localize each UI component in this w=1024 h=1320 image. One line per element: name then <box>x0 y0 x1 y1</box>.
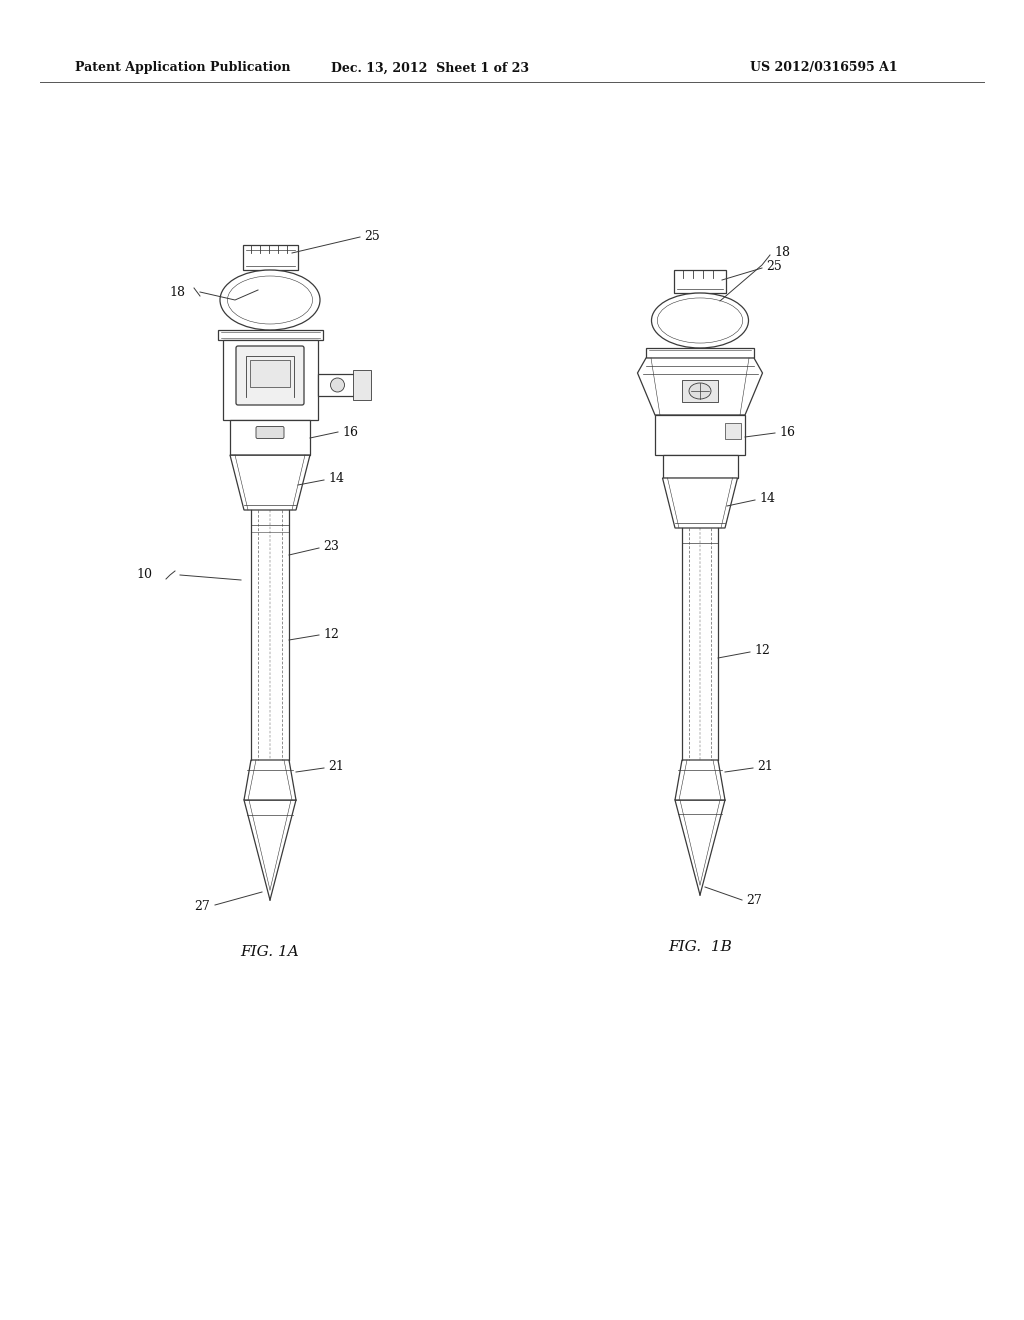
Text: 10: 10 <box>136 569 152 582</box>
Polygon shape <box>638 358 763 414</box>
Bar <box>674 271 726 293</box>
Text: 16: 16 <box>342 425 358 438</box>
Text: 27: 27 <box>746 895 762 908</box>
Ellipse shape <box>220 271 319 330</box>
Bar <box>243 246 298 271</box>
Text: Dec. 13, 2012  Sheet 1 of 23: Dec. 13, 2012 Sheet 1 of 23 <box>331 62 529 74</box>
Bar <box>655 414 745 455</box>
Text: 23: 23 <box>323 540 339 553</box>
Bar <box>217 330 323 341</box>
Text: 27: 27 <box>195 899 210 912</box>
Bar <box>317 374 368 396</box>
Text: 14: 14 <box>759 492 775 506</box>
Bar <box>646 348 754 358</box>
Polygon shape <box>244 760 296 800</box>
Text: 18: 18 <box>169 285 185 298</box>
Text: 12: 12 <box>754 644 770 657</box>
Bar <box>725 422 741 440</box>
Text: 16: 16 <box>779 425 795 438</box>
Text: US 2012/0316595 A1: US 2012/0316595 A1 <box>750 62 898 74</box>
Bar <box>663 455 737 478</box>
Bar <box>352 370 371 400</box>
Bar <box>230 420 310 455</box>
Bar <box>222 341 317 420</box>
Text: 18: 18 <box>774 247 790 260</box>
Text: 12: 12 <box>323 627 339 640</box>
Ellipse shape <box>651 293 749 348</box>
Bar <box>250 360 290 387</box>
Text: FIG. 1A: FIG. 1A <box>241 945 299 960</box>
Text: 25: 25 <box>766 260 781 272</box>
Polygon shape <box>230 455 310 510</box>
Ellipse shape <box>689 383 711 399</box>
Text: Patent Application Publication: Patent Application Publication <box>75 62 291 74</box>
FancyBboxPatch shape <box>236 346 304 405</box>
FancyBboxPatch shape <box>256 426 284 438</box>
Text: 25: 25 <box>364 230 380 243</box>
Ellipse shape <box>331 378 344 392</box>
Bar <box>682 380 718 403</box>
Polygon shape <box>663 478 737 528</box>
Text: 14: 14 <box>328 473 344 486</box>
Text: FIG.  1B: FIG. 1B <box>668 940 732 954</box>
Text: 21: 21 <box>328 760 344 774</box>
Polygon shape <box>675 760 725 800</box>
Text: 21: 21 <box>757 760 773 774</box>
